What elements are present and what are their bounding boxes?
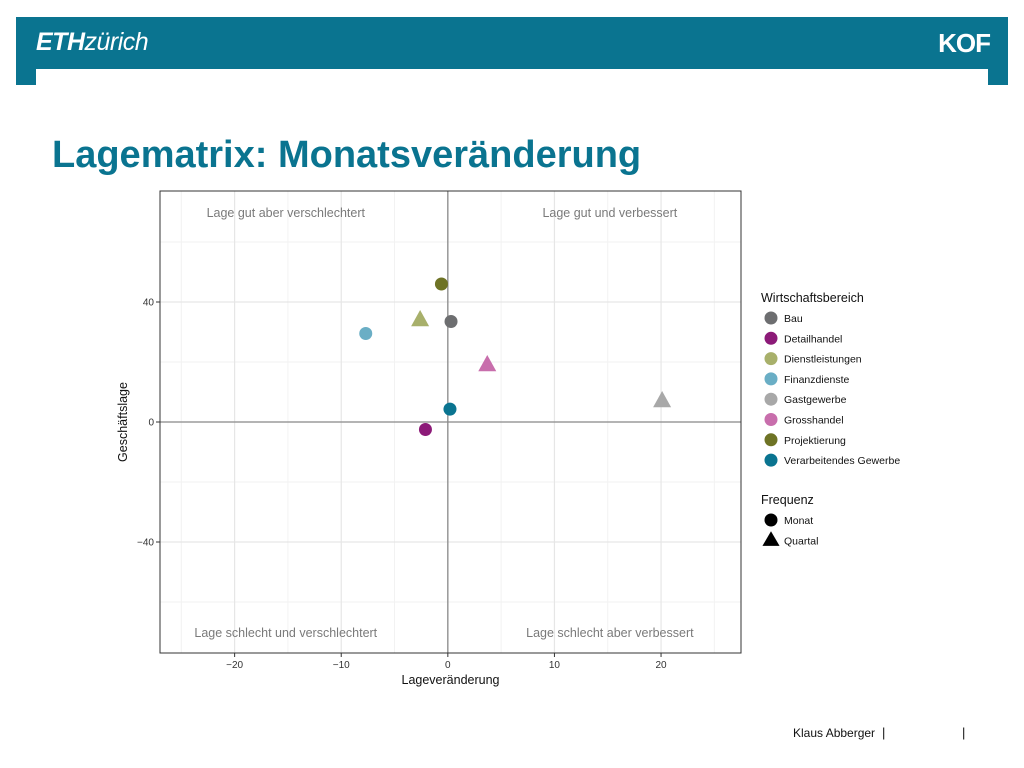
x-tick-label: 10: [549, 660, 561, 671]
quadrant-label-bottom-left: Lage schlecht und verschlechtert: [194, 626, 377, 640]
quadrant-labels: Lage gut aber verschlechtert Lage gut und…: [194, 206, 694, 640]
legend-swatch: [764, 392, 778, 406]
x-tick-label: −20: [226, 660, 243, 671]
header-tab-right: [988, 69, 1008, 85]
legend-title-frequency: Frequenz: [761, 493, 814, 507]
zero-axes: [160, 191, 741, 653]
legend-swatch: [764, 311, 778, 325]
legend-label: Projektierung: [784, 435, 846, 447]
page-title: Lagematrix: Monatsveränderung: [52, 134, 642, 176]
y-tick-label: 40: [143, 298, 155, 309]
tick-labels: −20 −10 0 10 20 −40 0 40: [137, 298, 667, 672]
footer-separator: |: [962, 725, 966, 740]
legend-triangle-swatch: [762, 531, 780, 546]
footer-author: Klaus Abberger: [793, 726, 876, 740]
x-tick-label: −10: [333, 660, 350, 671]
legend-title-sector: Wirtschaftsbereich: [761, 291, 864, 305]
legend-label: Bau: [784, 313, 803, 325]
data-point-circle: [359, 327, 373, 340]
y-axis-label: Geschäftslage: [116, 382, 130, 462]
header-tab-left: [16, 69, 36, 85]
data-points: [359, 277, 672, 436]
legend-label: Grosshandel: [784, 415, 844, 427]
data-point-circle: [444, 315, 458, 328]
x-tick-label: 20: [655, 660, 667, 671]
quadrant-label-bottom-right: Lage schlecht aber verbessert: [526, 626, 694, 640]
data-point-triangle: [411, 310, 430, 327]
legend-label: Quartal: [784, 535, 818, 547]
legend-label: Verarbeitendes Gewerbe: [784, 455, 900, 467]
legend-swatch: [764, 413, 778, 426]
legend-label: Finanzdienste: [784, 374, 850, 386]
quadrant-label-top-left: Lage gut aber verschlechtert: [207, 206, 366, 220]
legend-label: Detailhandel: [784, 333, 842, 345]
data-point-circle: [418, 423, 432, 436]
eth-zurich-logo: ETHzürich: [36, 28, 149, 57]
quadrant-label-top-right: Lage gut und verbessert: [542, 206, 677, 220]
legend: Wirtschaftsbereich Bau Detailhandel Dienstl…: [761, 291, 900, 547]
axis-labels: Lageveränderung Geschäftslage: [116, 382, 500, 687]
kof-logo: KOF: [938, 28, 991, 58]
eth-logo-text: ETH: [36, 28, 85, 56]
legend-label: Monat: [784, 515, 813, 527]
zurich-logo-text: zürich: [84, 28, 149, 56]
y-tick-label: 0: [148, 418, 154, 429]
legend-swatch: [764, 352, 778, 366]
legend-swatch: [764, 453, 778, 467]
legend-label: Gastgewerbe: [784, 394, 847, 406]
legend-swatch: [764, 372, 778, 386]
data-point-circle: [443, 402, 457, 416]
legend-label: Dienstleistungen: [784, 354, 862, 366]
data-point-triangle: [478, 355, 497, 372]
data-point-circle: [434, 277, 448, 291]
x-axis-label: Lageveränderung: [402, 673, 500, 687]
data-point-triangle: [653, 391, 672, 408]
legend-circle-swatch: [764, 513, 778, 527]
y-tick-label: −40: [137, 538, 154, 549]
header-bar: [16, 17, 1008, 69]
legend-swatch: [764, 433, 778, 447]
legend-swatch: [764, 331, 778, 345]
footer-separator: |: [882, 725, 886, 740]
scatter-chart: Lage gut aber verschlechtert Lage gut und…: [116, 190, 900, 687]
x-tick-label: 0: [445, 660, 451, 671]
